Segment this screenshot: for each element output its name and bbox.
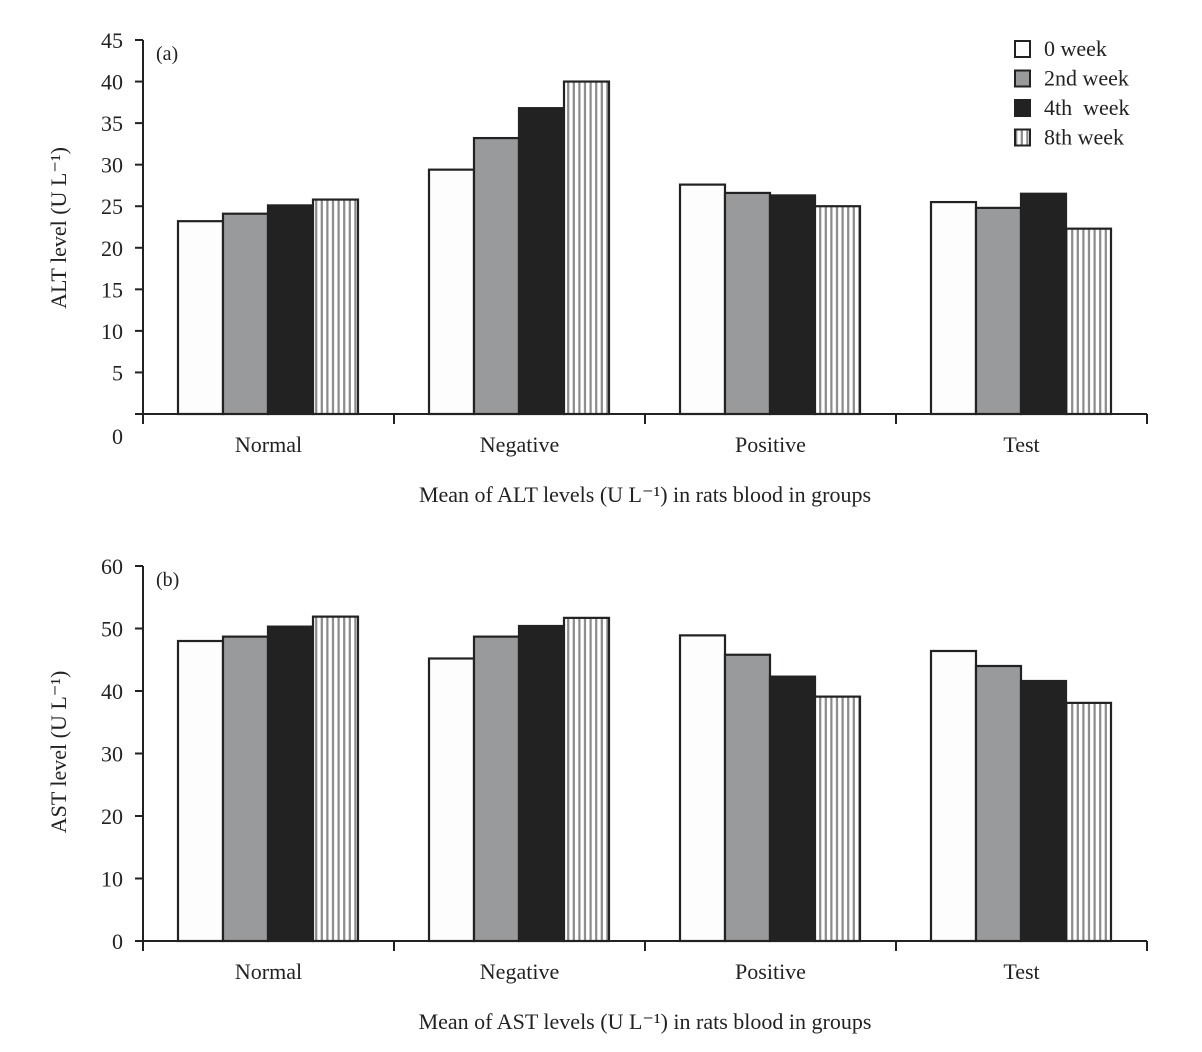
bar bbox=[768, 194, 817, 416]
bar bbox=[176, 639, 225, 943]
bar bbox=[427, 657, 476, 943]
bar bbox=[974, 664, 1023, 943]
bar bbox=[562, 80, 611, 416]
bar bbox=[221, 212, 270, 416]
chart-panel-a: 0 5 10 15 20 25 30 35 40 45 Normal Negative Positive… bbox=[46, 28, 1148, 507]
bar bbox=[517, 107, 566, 416]
bar bbox=[176, 220, 225, 416]
legend-swatch bbox=[1014, 69, 1031, 88]
legend-swatch bbox=[1014, 128, 1031, 147]
y-tick-label: 40 bbox=[101, 679, 123, 704]
legend-label: 2nd week bbox=[1044, 66, 1129, 91]
bar bbox=[517, 624, 566, 943]
y-tick-label: 0 bbox=[112, 929, 123, 954]
y-tick-label: 35 bbox=[101, 111, 123, 136]
bar bbox=[311, 198, 360, 416]
bar bbox=[813, 205, 862, 416]
bar bbox=[929, 649, 978, 943]
x-axis-title: Mean of ALT levels (U L⁻¹) in rats blood… bbox=[419, 482, 871, 507]
x-tick-label: Normal bbox=[235, 432, 302, 457]
y-tick-label: 25 bbox=[101, 194, 123, 219]
bar bbox=[723, 191, 772, 416]
y-tick-label: 10 bbox=[101, 319, 123, 344]
bar bbox=[311, 615, 360, 943]
chart-panel-b: 0 10 20 30 40 50 60 Normal Negative Positive Test (… bbox=[46, 554, 1148, 1034]
legend-swatch bbox=[1014, 40, 1031, 58]
panel-label: (a) bbox=[156, 43, 178, 65]
y-tick-label: 60 bbox=[101, 554, 123, 579]
x-axis-title: Mean of AST levels (U L⁻¹) in rats blood… bbox=[419, 1009, 872, 1034]
bar bbox=[266, 204, 315, 416]
y-tick-label: 20 bbox=[101, 236, 123, 261]
y-axis-title: ALT level (U L⁻¹) bbox=[46, 147, 71, 309]
bar bbox=[562, 616, 611, 943]
bar bbox=[266, 625, 315, 943]
y-tick-label: 45 bbox=[101, 28, 123, 53]
y-axis-title: AST level (U L⁻¹) bbox=[46, 671, 71, 834]
bar bbox=[427, 168, 476, 416]
bar bbox=[1019, 192, 1068, 416]
y-tick-label: 10 bbox=[101, 867, 123, 892]
bar bbox=[1064, 701, 1113, 943]
bar bbox=[472, 635, 521, 943]
x-tick-label: Negative bbox=[480, 432, 559, 457]
panel-label: (b) bbox=[156, 569, 179, 591]
y-tick-label: 20 bbox=[101, 804, 123, 829]
bar bbox=[1064, 227, 1113, 416]
legend-label: 4th week bbox=[1044, 95, 1130, 120]
x-tick-label: Normal bbox=[235, 959, 302, 984]
bar bbox=[929, 200, 978, 416]
legend-swatch bbox=[1014, 99, 1031, 117]
y-tick-label: 5 bbox=[112, 360, 123, 385]
bar bbox=[723, 653, 772, 943]
bar bbox=[813, 695, 862, 943]
bar bbox=[221, 635, 270, 943]
bar bbox=[1019, 679, 1068, 943]
y-tick-label: 40 bbox=[101, 70, 123, 95]
y-tick-label: 50 bbox=[101, 617, 123, 642]
bar bbox=[678, 183, 727, 416]
x-tick-label: Positive bbox=[735, 432, 806, 457]
legend: 0 week 2nd week 4th week 8th week bbox=[1014, 36, 1130, 150]
bar bbox=[974, 206, 1023, 416]
x-tick-label: Test bbox=[1003, 959, 1039, 984]
y-tick-label: 30 bbox=[101, 153, 123, 178]
legend-label: 8th week bbox=[1044, 125, 1124, 150]
x-tick-label: Negative bbox=[480, 959, 559, 984]
bar bbox=[678, 634, 727, 943]
y-tick-label: 0 bbox=[112, 424, 123, 449]
x-tick-label: Test bbox=[1003, 432, 1039, 457]
y-tick-label: 30 bbox=[101, 742, 123, 767]
legend-label: 0 week bbox=[1044, 36, 1107, 61]
y-tick-label: 15 bbox=[101, 277, 123, 302]
bar bbox=[472, 136, 521, 416]
x-tick-label: Positive bbox=[735, 959, 806, 984]
bar bbox=[768, 675, 817, 943]
